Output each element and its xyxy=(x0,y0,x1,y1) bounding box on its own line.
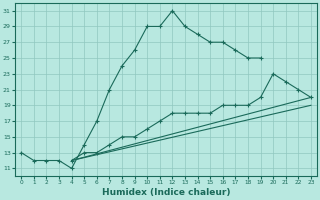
X-axis label: Humidex (Indice chaleur): Humidex (Indice chaleur) xyxy=(102,188,230,197)
